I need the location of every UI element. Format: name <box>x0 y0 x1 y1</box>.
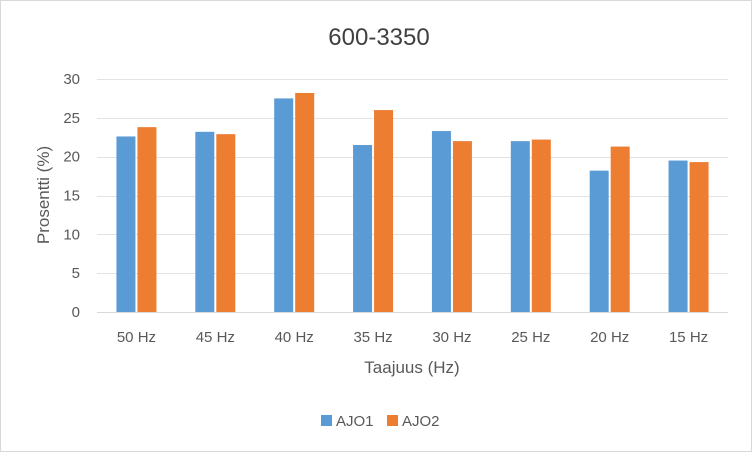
chart-title: 600-3350 <box>328 24 429 51</box>
x-axis-ticks: 50 Hz 45 Hz 40 Hz 35 Hz 30 Hz 25 Hz 20 Hz 15 Hz <box>117 329 708 346</box>
bar-ajo2 <box>216 134 236 312</box>
bar-ajo2 <box>610 146 630 312</box>
legend-label-ajo2: AJO2 <box>402 413 440 430</box>
x-tick-label: 50 Hz <box>117 329 156 346</box>
x-axis-title: Taajuus (Hz) <box>364 358 459 377</box>
x-tick-label: 20 Hz <box>590 329 629 346</box>
x-tick-label: 25 Hz <box>511 329 550 346</box>
legend: AJO1 AJO2 <box>321 413 440 430</box>
y-tick-label: 10 <box>63 226 80 243</box>
bar-ajo1 <box>274 98 294 313</box>
bar-ajo2 <box>689 162 709 312</box>
y-axis-title: Prosentti (%) <box>34 146 53 244</box>
legend-swatch-ajo2 <box>387 415 398 426</box>
y-tick-label: 0 <box>72 304 80 321</box>
bar-ajo2 <box>452 141 472 312</box>
x-tick-label: 45 Hz <box>196 329 235 346</box>
bar-ajo1 <box>353 145 373 312</box>
bar-ajo1 <box>116 136 136 312</box>
bar-ajo2 <box>137 127 157 312</box>
bar-ajo1 <box>668 160 688 312</box>
bar-ajo1 <box>431 131 451 312</box>
bar-ajo2 <box>295 92 315 312</box>
bar-ajo2 <box>374 110 394 312</box>
bar-ajo2 <box>531 139 551 312</box>
bar-ajo1 <box>589 170 609 312</box>
gridlines <box>97 79 728 313</box>
y-tick-label: 15 <box>63 188 80 205</box>
x-tick-label: 30 Hz <box>432 329 471 346</box>
y-tick-label: 25 <box>63 110 80 127</box>
x-tick-label: 40 Hz <box>275 329 314 346</box>
x-tick-label: 15 Hz <box>669 329 708 346</box>
legend-label-ajo1: AJO1 <box>336 413 374 430</box>
y-tick-label: 20 <box>63 149 80 166</box>
bars <box>116 92 709 313</box>
x-tick-label: 35 Hz <box>353 329 392 346</box>
bar-ajo1 <box>510 141 530 312</box>
legend-swatch-ajo1 <box>321 415 332 426</box>
y-tick-label: 5 <box>72 265 80 282</box>
y-tick-label: 30 <box>63 71 80 88</box>
bar-ajo1 <box>195 131 215 312</box>
y-axis-ticks: 0 5 10 15 20 25 30 <box>63 71 80 321</box>
